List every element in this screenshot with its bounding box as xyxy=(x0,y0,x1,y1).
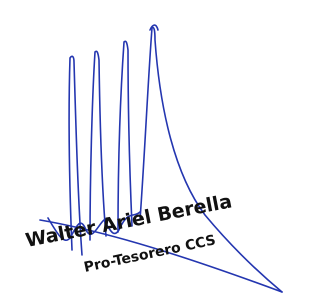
signer-role: Pro-Tesorero CCS xyxy=(83,232,218,276)
page: Walter Ariel Berella Pro-Tesorero CCS ((… xyxy=(0,0,320,308)
signature-image: Walter Ariel Berella Pro-Tesorero CCS xyxy=(0,0,291,308)
signature-stroke xyxy=(118,41,132,232)
signature-stroke xyxy=(90,51,106,240)
